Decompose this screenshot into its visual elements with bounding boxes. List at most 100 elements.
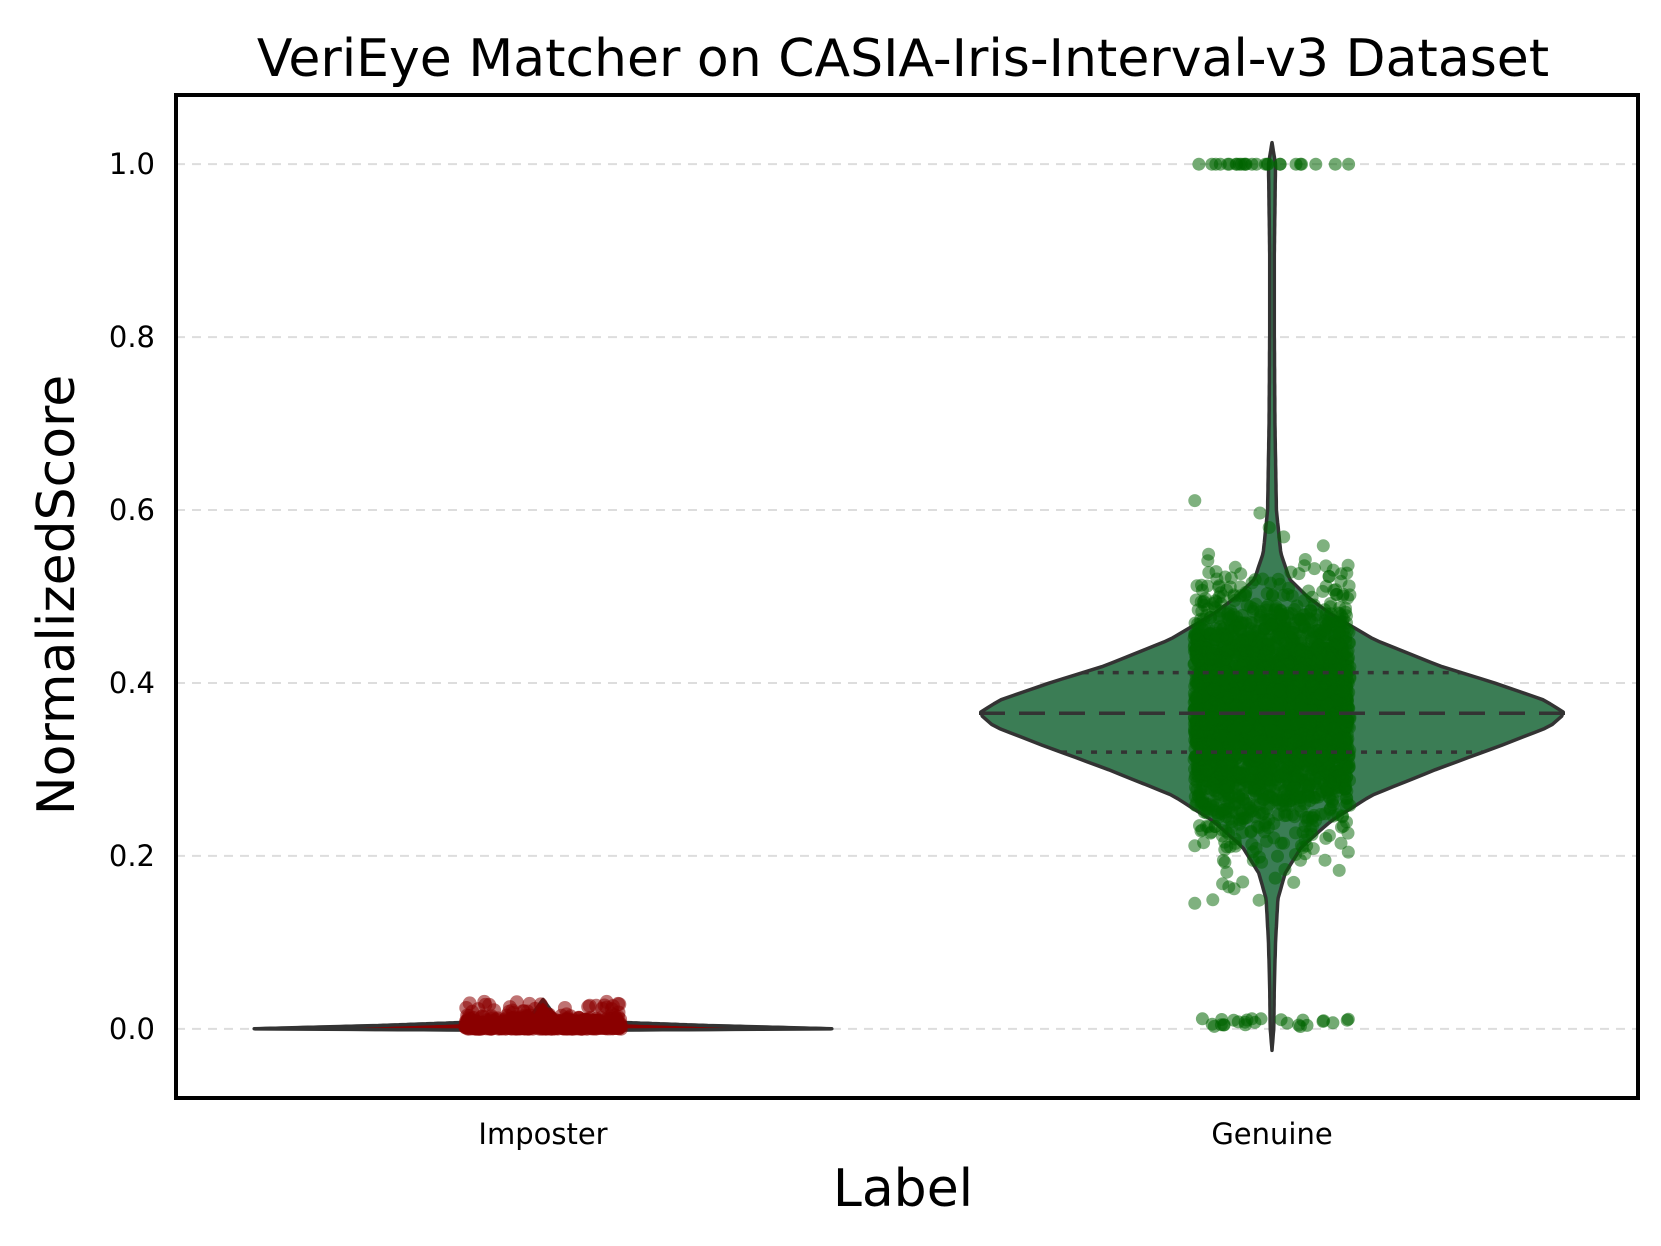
data-point xyxy=(1340,664,1354,678)
data-point xyxy=(534,1017,549,1032)
data-point xyxy=(1287,875,1301,889)
data-point xyxy=(1188,839,1202,853)
data-point xyxy=(1341,732,1355,746)
data-point xyxy=(1277,530,1291,544)
data-point xyxy=(1272,796,1286,810)
data-point xyxy=(1328,157,1342,171)
data-point xyxy=(1245,772,1259,786)
data-point xyxy=(1191,725,1205,739)
data-point xyxy=(1200,579,1214,593)
data-point xyxy=(1273,157,1287,171)
data-point xyxy=(1207,683,1221,697)
data-point xyxy=(1206,893,1220,907)
data-point xyxy=(1278,863,1292,876)
data-point xyxy=(1245,654,1259,668)
data-point xyxy=(1287,781,1301,795)
y-tick-label: 0.0 xyxy=(109,1012,155,1046)
data-point xyxy=(1303,612,1317,626)
data-point xyxy=(533,997,548,1012)
data-point xyxy=(589,998,604,1013)
data-point xyxy=(1319,579,1333,593)
data-point xyxy=(1323,652,1337,666)
data-point xyxy=(1192,157,1206,171)
data-point xyxy=(1320,697,1334,710)
data-point xyxy=(1257,648,1271,662)
data-point xyxy=(1218,855,1232,869)
data-point xyxy=(1305,828,1319,842)
x-axis-label: Label xyxy=(833,1159,973,1219)
data-point xyxy=(1331,732,1344,746)
data-point xyxy=(1245,1012,1259,1026)
data-point xyxy=(1221,644,1235,657)
data-point xyxy=(1289,826,1302,840)
data-point xyxy=(1294,157,1307,171)
data-point xyxy=(1298,847,1312,861)
data-point xyxy=(1247,730,1260,744)
data-point xyxy=(1271,849,1284,863)
data-point xyxy=(603,1019,618,1034)
data-point xyxy=(1298,779,1312,793)
data-point xyxy=(1300,646,1314,659)
data-point xyxy=(1325,795,1339,809)
data-point xyxy=(1341,701,1355,715)
data-point xyxy=(1341,644,1355,658)
data-point xyxy=(1214,597,1228,611)
data-point xyxy=(1232,788,1246,802)
data-point xyxy=(1306,679,1320,693)
data-point xyxy=(1307,808,1321,822)
data-point xyxy=(1221,157,1235,171)
data-point xyxy=(1260,603,1274,617)
data-point xyxy=(1318,853,1332,867)
data-point xyxy=(1322,829,1336,842)
data-point xyxy=(1285,589,1299,603)
data-point xyxy=(1262,633,1276,647)
data-point xyxy=(1205,157,1219,171)
data-point xyxy=(1220,764,1234,778)
data-point xyxy=(1274,603,1288,617)
data-point xyxy=(1341,845,1355,859)
data-point xyxy=(1289,734,1303,748)
data-point xyxy=(1200,764,1214,778)
data-point xyxy=(557,1021,572,1036)
data-point xyxy=(1207,1019,1221,1033)
strip-points xyxy=(458,157,1357,1036)
data-point xyxy=(1235,634,1249,648)
data-point xyxy=(1209,633,1223,647)
data-point xyxy=(1326,563,1340,577)
data-point xyxy=(484,1009,499,1024)
data-point xyxy=(1341,591,1355,605)
data-point xyxy=(1336,716,1350,730)
data-point xyxy=(1335,609,1348,623)
data-point xyxy=(1266,589,1280,603)
data-point xyxy=(1195,1012,1209,1026)
data-point xyxy=(1253,613,1267,627)
data-point xyxy=(1317,1014,1331,1028)
data-point xyxy=(1229,839,1243,853)
data-point xyxy=(1261,821,1275,835)
data-point xyxy=(1264,724,1278,737)
data-point xyxy=(1252,893,1266,907)
data-point xyxy=(1203,652,1217,666)
data-point xyxy=(1314,687,1328,701)
data-point xyxy=(1237,157,1251,171)
data-point xyxy=(1193,787,1207,801)
data-point xyxy=(1289,848,1302,861)
data-point xyxy=(1300,1018,1314,1032)
data-point xyxy=(1342,157,1356,171)
data-point xyxy=(1326,809,1340,823)
data-point xyxy=(1192,679,1205,692)
data-point xyxy=(1309,157,1323,171)
data-point xyxy=(1260,768,1274,782)
y-axis-ticks: 0.0 0.2 0.4 0.6 0.8 1.0 xyxy=(109,147,155,1046)
data-point xyxy=(1271,808,1285,822)
data-point xyxy=(1339,791,1353,805)
data-point xyxy=(1200,819,1213,833)
data-point xyxy=(1252,751,1265,765)
data-point xyxy=(1235,608,1249,622)
data-point xyxy=(1268,871,1282,885)
data-point xyxy=(1193,640,1207,654)
data-point xyxy=(1219,783,1233,797)
data-point xyxy=(1219,824,1233,838)
data-point xyxy=(1188,769,1202,783)
data-point xyxy=(1220,865,1234,879)
